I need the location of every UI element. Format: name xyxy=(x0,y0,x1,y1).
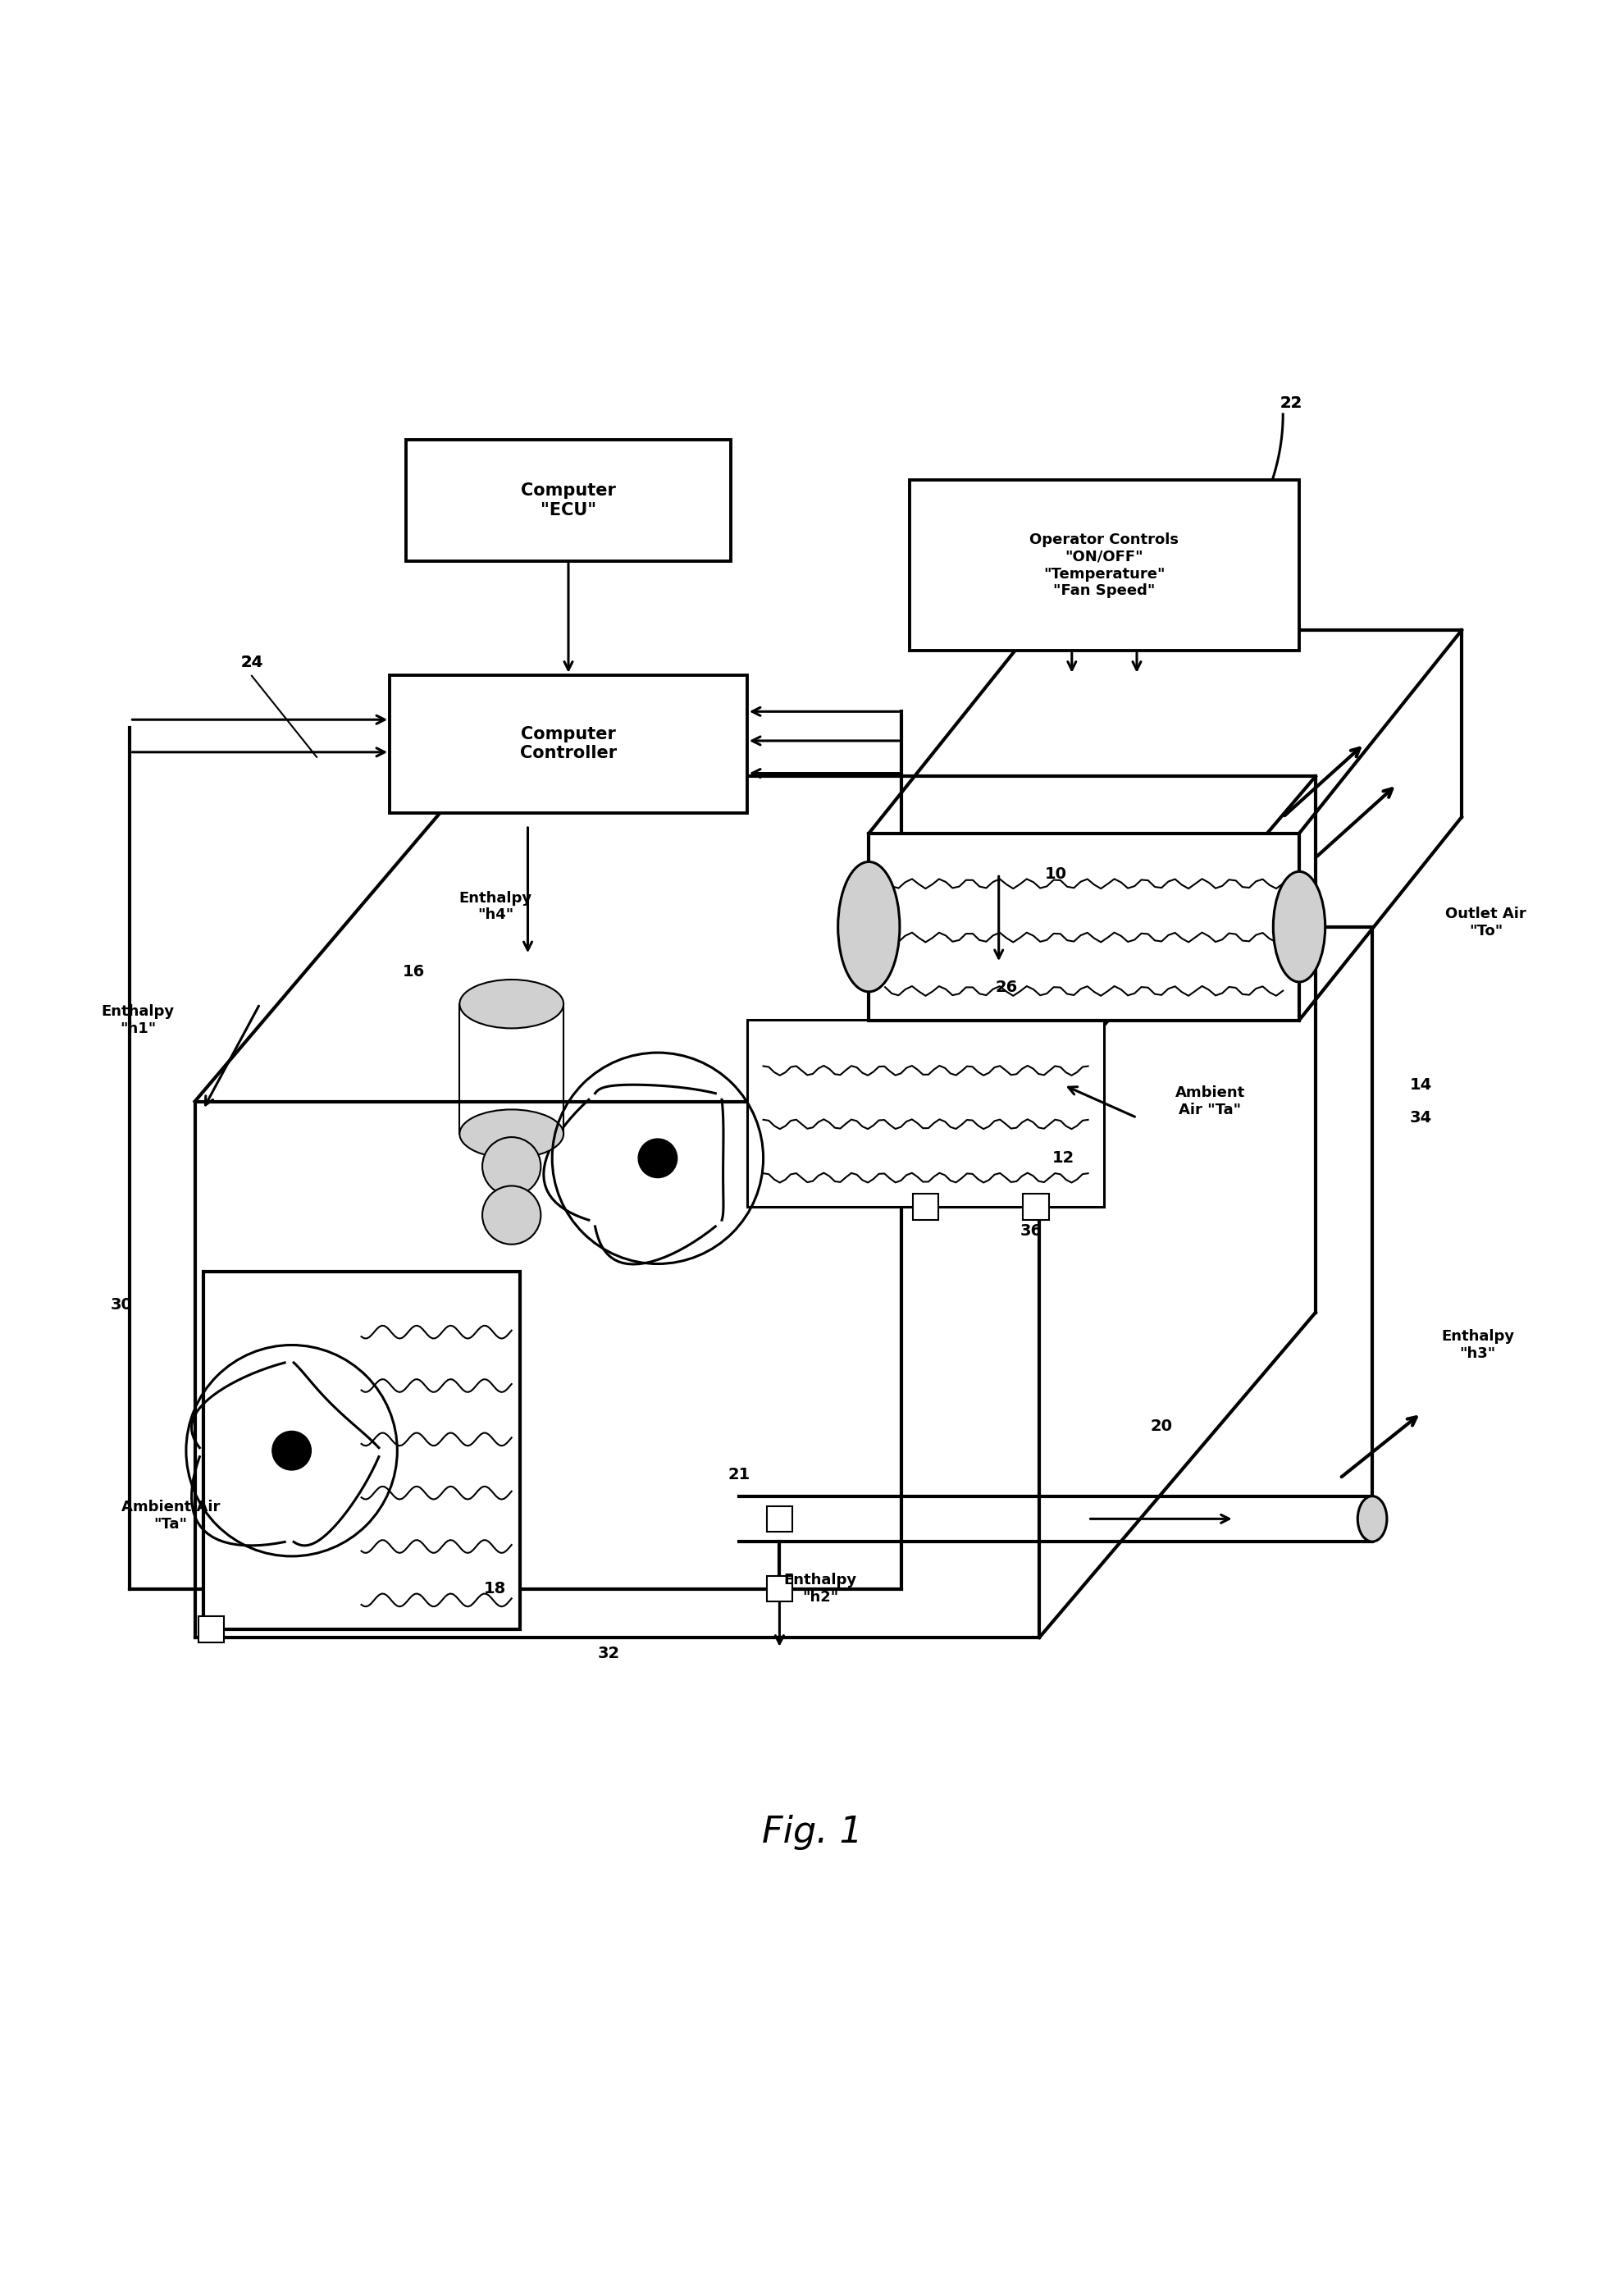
FancyBboxPatch shape xyxy=(767,1576,793,1601)
Text: 12: 12 xyxy=(1052,1151,1075,1167)
Text: 24: 24 xyxy=(240,656,263,671)
Text: 20: 20 xyxy=(1150,1418,1173,1434)
Text: 36: 36 xyxy=(1020,1224,1043,1240)
Text: 30: 30 xyxy=(110,1297,133,1313)
FancyBboxPatch shape xyxy=(406,439,731,562)
Text: Enthalpy
"h2": Enthalpy "h2" xyxy=(783,1574,857,1606)
Text: 22: 22 xyxy=(1280,395,1302,411)
Ellipse shape xyxy=(1358,1496,1387,1542)
Text: Outlet Air
"To": Outlet Air "To" xyxy=(1445,907,1527,939)
Text: Ambient
Air "Ta": Ambient Air "Ta" xyxy=(1174,1085,1246,1117)
Text: Operator Controls
"ON/OFF"
"Temperature"
"Fan Speed": Operator Controls "ON/OFF" "Temperature"… xyxy=(1030,532,1179,598)
Text: Computer
Controller: Computer Controller xyxy=(520,726,617,763)
Circle shape xyxy=(482,1137,541,1195)
FancyBboxPatch shape xyxy=(203,1272,520,1628)
Text: Enthalpy
"h3": Enthalpy "h3" xyxy=(1440,1329,1515,1361)
Ellipse shape xyxy=(460,1110,564,1158)
Text: Ambient Air
"Ta": Ambient Air "Ta" xyxy=(122,1501,219,1533)
FancyBboxPatch shape xyxy=(869,834,1299,1021)
FancyBboxPatch shape xyxy=(198,1617,224,1642)
FancyBboxPatch shape xyxy=(747,1021,1104,1206)
Text: 26: 26 xyxy=(996,980,1018,996)
Text: 24: 24 xyxy=(240,656,263,671)
Text: 34: 34 xyxy=(1410,1110,1432,1126)
Ellipse shape xyxy=(1273,872,1325,982)
Ellipse shape xyxy=(460,980,564,1028)
Text: Enthalpy
"h1": Enthalpy "h1" xyxy=(101,1005,175,1037)
Text: Enthalpy
"h4": Enthalpy "h4" xyxy=(458,891,533,923)
Circle shape xyxy=(273,1432,312,1471)
FancyBboxPatch shape xyxy=(390,676,747,813)
Text: Fig. 1: Fig. 1 xyxy=(762,1816,862,1850)
Circle shape xyxy=(482,1185,541,1245)
FancyBboxPatch shape xyxy=(913,1195,939,1220)
Ellipse shape xyxy=(838,861,900,991)
Text: 10: 10 xyxy=(1044,866,1067,882)
Text: 32: 32 xyxy=(598,1647,620,1660)
Circle shape xyxy=(638,1140,677,1179)
FancyBboxPatch shape xyxy=(1023,1195,1049,1220)
Text: 22: 22 xyxy=(1280,395,1302,411)
FancyBboxPatch shape xyxy=(767,1505,793,1533)
Text: 21: 21 xyxy=(728,1466,750,1482)
Text: Computer
"ECU": Computer "ECU" xyxy=(521,482,615,518)
Text: 16: 16 xyxy=(403,964,425,980)
Text: 18: 18 xyxy=(484,1581,507,1597)
FancyBboxPatch shape xyxy=(909,480,1299,651)
Text: 14: 14 xyxy=(1410,1078,1432,1094)
